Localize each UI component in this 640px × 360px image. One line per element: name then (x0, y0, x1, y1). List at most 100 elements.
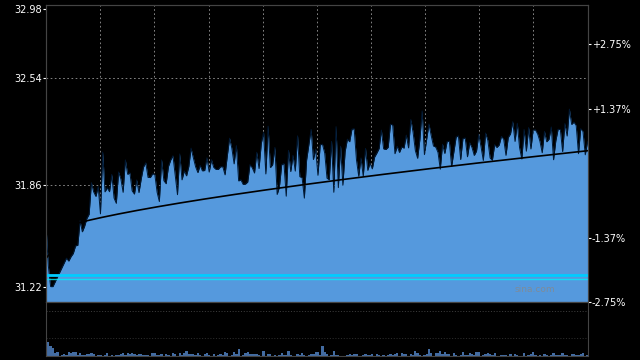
Bar (317, 352, 319, 356)
Bar (174, 355, 177, 356)
Bar (226, 352, 228, 356)
Bar (236, 354, 237, 356)
Bar (353, 354, 355, 356)
Bar (246, 352, 249, 356)
Bar (532, 352, 534, 356)
Bar (505, 355, 507, 356)
Bar (74, 352, 77, 356)
Bar (233, 352, 236, 356)
Bar (165, 355, 167, 356)
Bar (557, 355, 559, 356)
Bar (147, 355, 149, 356)
Bar (516, 355, 518, 356)
Bar (285, 355, 287, 356)
Bar (204, 354, 206, 356)
Bar (539, 355, 541, 356)
Bar (131, 353, 133, 356)
Bar (267, 354, 269, 356)
Bar (417, 353, 419, 356)
Bar (577, 355, 580, 356)
Bar (221, 355, 224, 356)
Bar (369, 355, 371, 356)
Bar (129, 354, 131, 356)
Bar (47, 342, 49, 356)
Bar (321, 346, 324, 356)
Bar (274, 355, 276, 356)
Bar (224, 352, 226, 356)
Bar (555, 355, 557, 356)
Bar (290, 355, 292, 356)
Bar (133, 354, 136, 356)
Bar (564, 355, 566, 356)
Bar (212, 354, 215, 356)
Bar (230, 355, 233, 356)
Bar (136, 355, 138, 356)
Bar (152, 353, 154, 356)
Bar (383, 355, 385, 356)
Bar (580, 354, 582, 356)
Bar (70, 354, 72, 356)
Bar (442, 354, 444, 356)
Bar (552, 353, 555, 356)
Bar (403, 354, 405, 356)
Bar (430, 352, 433, 356)
Bar (88, 355, 90, 356)
Bar (448, 354, 451, 356)
Bar (192, 354, 195, 356)
Bar (573, 354, 575, 356)
Bar (394, 354, 396, 356)
Bar (371, 354, 373, 356)
Bar (308, 355, 310, 356)
Bar (467, 355, 468, 356)
Bar (208, 355, 211, 356)
Bar (77, 355, 79, 356)
Bar (161, 354, 163, 356)
Bar (301, 353, 303, 356)
Bar (262, 351, 265, 356)
Bar (196, 354, 199, 356)
Bar (509, 354, 511, 356)
Bar (86, 354, 88, 356)
Bar (258, 355, 260, 356)
Bar (405, 355, 408, 356)
Bar (81, 355, 83, 356)
Bar (118, 355, 120, 356)
Bar (546, 355, 548, 356)
Bar (582, 354, 584, 356)
Bar (122, 354, 124, 356)
Bar (167, 355, 170, 356)
Bar (477, 352, 480, 356)
Bar (249, 354, 251, 356)
Bar (464, 355, 467, 356)
Bar (242, 355, 244, 356)
Bar (351, 355, 353, 356)
Bar (514, 354, 516, 356)
Bar (446, 354, 448, 356)
Bar (435, 353, 437, 356)
Bar (455, 355, 457, 356)
Bar (437, 353, 439, 356)
Bar (195, 355, 196, 356)
Bar (269, 354, 271, 356)
Bar (530, 354, 532, 356)
Bar (124, 355, 127, 356)
Bar (283, 355, 285, 356)
Bar (378, 355, 380, 356)
Bar (244, 353, 246, 356)
Bar (387, 355, 389, 356)
Bar (156, 355, 158, 356)
Bar (319, 355, 321, 356)
Bar (428, 349, 430, 356)
Bar (412, 355, 414, 356)
Bar (106, 353, 108, 356)
Bar (426, 354, 428, 356)
Bar (72, 352, 74, 356)
Bar (570, 354, 573, 356)
Bar (392, 355, 394, 356)
Bar (367, 355, 369, 356)
Bar (111, 355, 113, 356)
Bar (500, 355, 502, 356)
Bar (296, 354, 299, 356)
Bar (99, 355, 102, 356)
Bar (188, 354, 190, 356)
